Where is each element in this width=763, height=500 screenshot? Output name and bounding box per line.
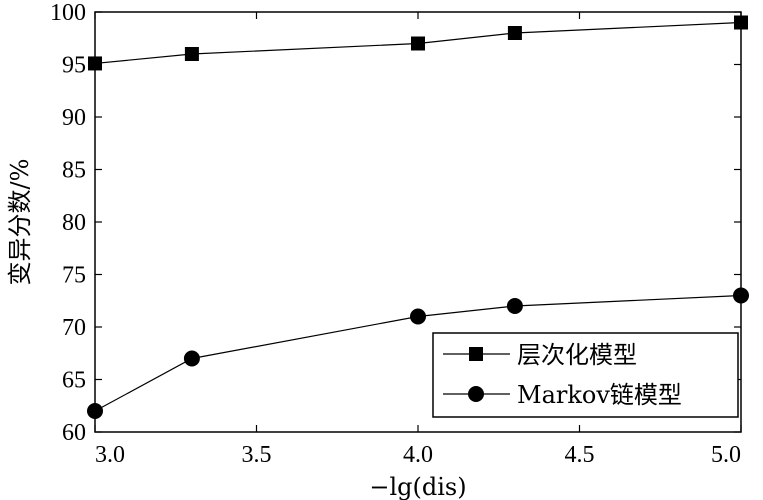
y-tick-label: 85 (62, 158, 86, 184)
y-tick-label: 95 (62, 53, 86, 79)
data-point-square (734, 15, 748, 30)
y-tick-label: 90 (62, 105, 86, 131)
y-axis-title: 变异分数/% (6, 159, 34, 286)
data-point-circle (87, 403, 103, 419)
y-tick-label: 65 (62, 368, 86, 394)
y-tick-label: 70 (62, 315, 86, 341)
x-tick-label: 4.0 (403, 442, 433, 468)
y-tick-label: 100 (50, 0, 86, 26)
x-tick-label: 5.0 (711, 442, 741, 468)
data-point-circle (410, 308, 426, 325)
data-point-square (411, 36, 425, 51)
x-axis: 3.0 3.5 4.0 4.5 5.0 (94, 12, 742, 468)
data-point-square (88, 56, 102, 71)
data-point-circle (183, 350, 200, 367)
data-point-circle (506, 298, 523, 314)
x-tick-label: 3.5 (242, 442, 272, 468)
legend-box (432, 332, 739, 418)
data-point-circle (733, 287, 749, 304)
x-tick-label: 3.0 (95, 442, 125, 468)
legend-square-marker (469, 347, 483, 361)
y-tick-label: 75 (62, 263, 86, 289)
data-point-square (507, 26, 522, 40)
legend-label-markov: Markov链模型 (517, 381, 682, 409)
x-tick-label: 4.5 (565, 442, 595, 468)
legend-label-hierarchical: 层次化模型 (517, 341, 637, 369)
legend-circle-marker (468, 386, 484, 402)
series-layer (87, 15, 749, 419)
x-axis-title: −lg(dis) (369, 473, 466, 500)
legend: 层次化模型 Markov链模型 (432, 332, 739, 418)
y-tick-label: 60 (62, 420, 86, 446)
y-tick-label: 80 (62, 210, 86, 236)
data-point-square (184, 47, 199, 61)
y-axis: 60 65 70 75 80 85 90 95 100 (50, 0, 741, 446)
